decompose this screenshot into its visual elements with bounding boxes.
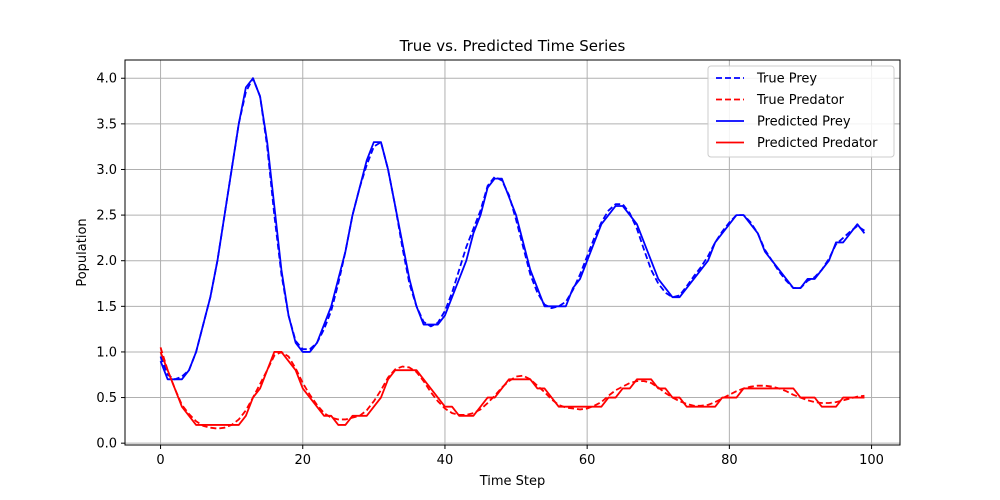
x-tick-label: 80 [721, 453, 738, 468]
plot-frame [124, 59, 901, 446]
legend-label: Predicted Prey [757, 115, 851, 130]
chart-title: True vs. Predicted Time Series [399, 37, 626, 55]
x-tick-label: 0 [156, 453, 164, 468]
x-tick-label: 40 [437, 453, 454, 468]
series-line-predicted-predator [159, 351, 865, 426]
y-tick-label: 4.0 [96, 72, 117, 87]
y-axis-title: Population [75, 218, 90, 286]
legend-box [707, 65, 895, 158]
x-tick-label: 100 [859, 453, 884, 468]
y-tick-label: 3.0 [96, 163, 117, 178]
series-line-predicted-prey [159, 77, 866, 381]
y-tick-label: 1.5 [96, 300, 117, 315]
x-axis-title: Time Step [479, 474, 546, 489]
x-tick-label: 20 [294, 453, 311, 468]
legend-label: True Predator [756, 93, 845, 108]
legend-label: True Prey [756, 72, 817, 87]
plot-lines [159, 77, 866, 430]
y-tick-label: 1.0 [96, 345, 117, 360]
x-tick-label: 60 [579, 453, 596, 468]
y-tick-label: 0.0 [96, 437, 117, 452]
y-tick-label: 0.5 [96, 391, 117, 406]
legend-label: Predicted Predator [757, 136, 878, 151]
grid [125, 60, 900, 445]
y-tick-label: 2.0 [96, 254, 117, 269]
y-tick-label: 3.5 [96, 117, 117, 132]
axis-ticks: 0 20 40 60 80 100 0.0 0.5 1.0 1.5 2.0 2.5 3.0 3.5 4.0 [96, 72, 884, 468]
legend: True Prey True Predator Predicted Prey Pred… [707, 65, 895, 158]
y-tick-label: 2.5 [96, 209, 117, 224]
